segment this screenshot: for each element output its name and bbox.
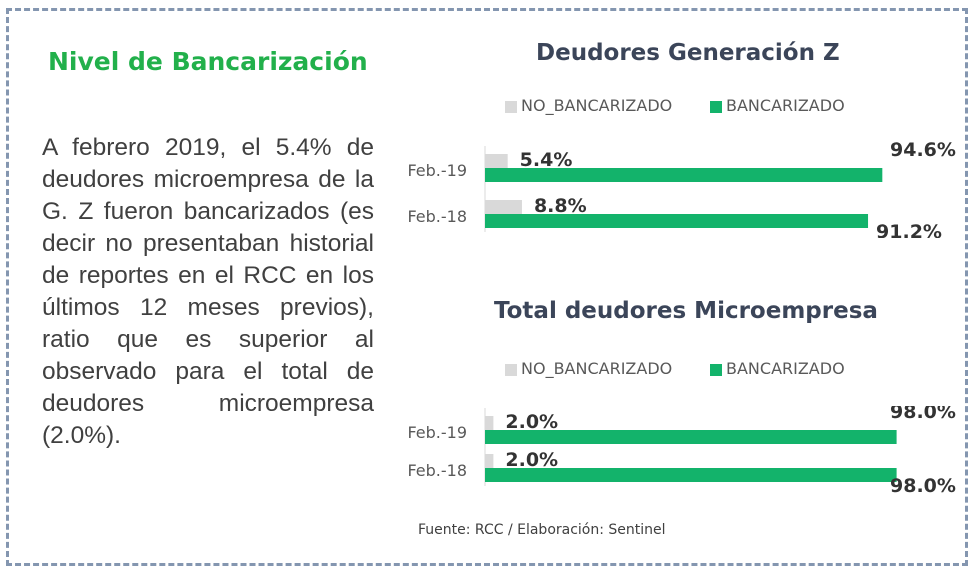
bar-bancarizado	[485, 430, 897, 444]
bar-no_bancarizado	[485, 154, 508, 168]
bar-no_bancarizado	[485, 200, 522, 214]
bar-bancarizado	[485, 214, 869, 228]
bar-bancarizado	[485, 168, 883, 182]
legend-label: BANCARIZADO	[726, 359, 845, 378]
legend-swatch-bancarizado	[710, 100, 722, 113]
legend-item-bancarizado: BANCARIZADO	[710, 96, 845, 115]
legend-label: BANCARIZADO	[726, 96, 845, 115]
bar-no_bancarizado	[485, 416, 494, 430]
chart-title-gen-z: Deudores Generación Z	[536, 40, 840, 66]
data-label: 2.0%	[505, 411, 558, 433]
summary-paragraph: A febrero 2019, el 5.4% de deudores micr…	[42, 134, 374, 449]
bar-chart-total-microempresa: Feb.-19 2.0% 98.0% Feb.-18 2.0% 98.0%	[407, 406, 956, 497]
category-label: Feb.-18	[407, 461, 467, 480]
data-label: 91.2%	[876, 221, 942, 238]
legend-label: NO_BANCARIZADO	[521, 96, 673, 115]
data-label: 8.8%	[534, 195, 587, 217]
legend-swatch-bancarizado	[710, 363, 722, 376]
page-title: Nivel de Bancarización	[48, 47, 368, 76]
legend-item-no-bancarizado: NO_BANCARIZADO	[505, 359, 672, 378]
data-label: 5.4%	[520, 149, 573, 171]
bar-bancarizado	[485, 468, 897, 482]
legend-swatch-no-bancarizado	[505, 100, 517, 113]
legend-label: NO_BANCARIZADO	[521, 359, 673, 378]
legend-item-bancarizado: BANCARIZADO	[710, 359, 845, 378]
panel-frame	[6, 8, 968, 566]
bar-no_bancarizado	[485, 454, 494, 468]
data-label: 94.6%	[890, 139, 956, 161]
legend-swatch-no-bancarizado	[505, 363, 517, 376]
legend-item-no-bancarizado: NO_BANCARIZADO	[505, 96, 672, 115]
data-label: 2.0%	[505, 449, 558, 471]
chart-title-total-microempresa: Total deudores Microempresa	[494, 298, 878, 324]
category-label: Feb.-19	[407, 161, 467, 180]
category-label: Feb.-19	[407, 423, 467, 442]
source-note: Fuente: RCC / Elaboración: Sentinel	[418, 522, 666, 538]
data-label: 98.0%	[890, 406, 956, 423]
category-label: Feb.-18	[407, 207, 467, 226]
data-label: 98.0%	[890, 475, 956, 497]
bar-chart-gen-z: Feb.-19 5.4% 94.6% Feb.-18 8.8% 91.2%	[407, 139, 956, 238]
